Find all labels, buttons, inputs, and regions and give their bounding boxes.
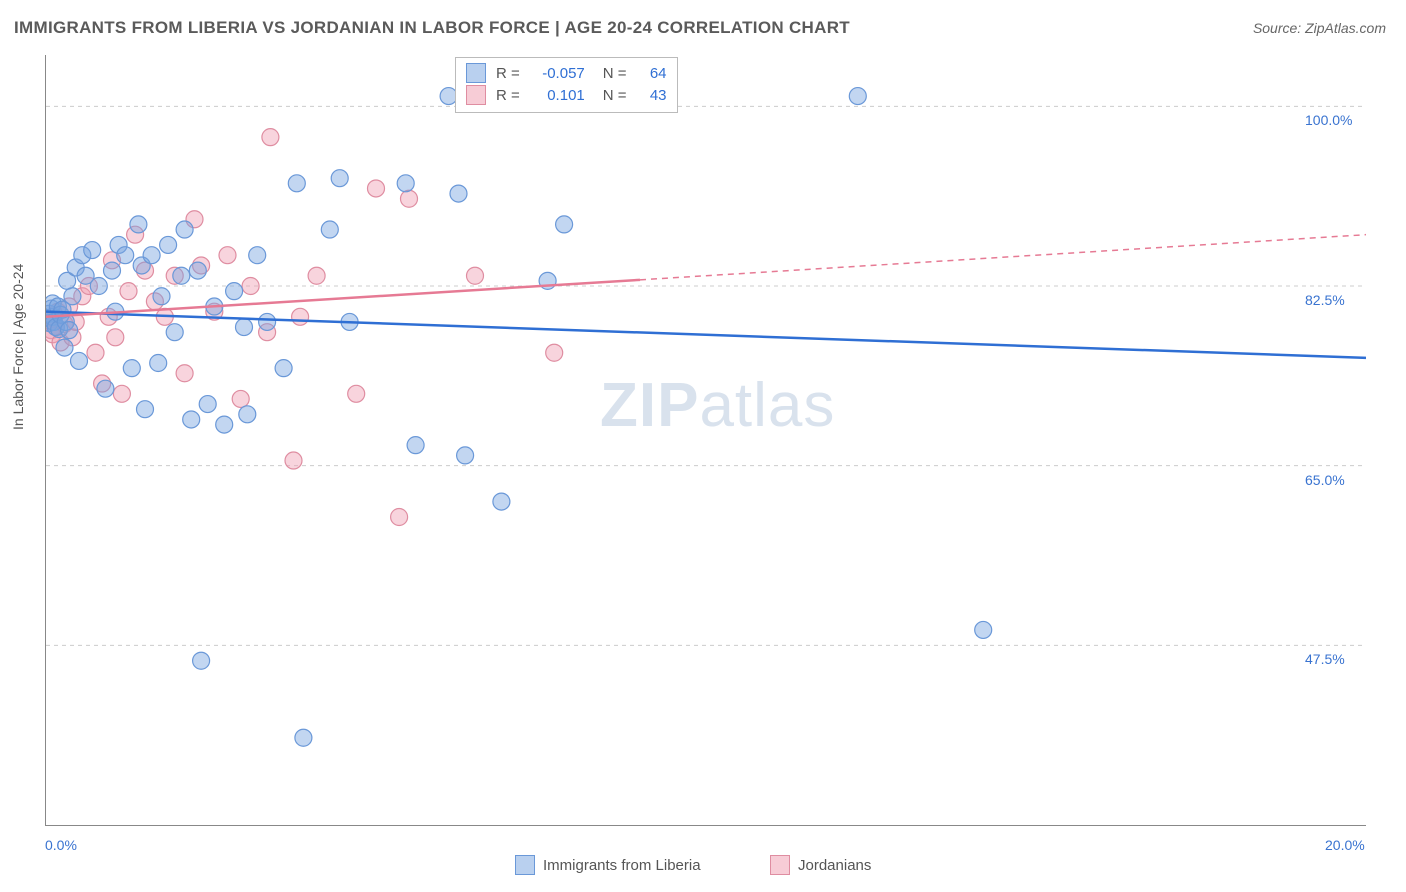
n-value-jordanian: 43: [637, 87, 667, 104]
chart-title: IMMIGRANTS FROM LIBERIA VS JORDANIAN IN …: [14, 18, 850, 38]
n-label: N =: [603, 87, 627, 104]
stats-row-jordanian: R = 0.101 N = 43: [466, 84, 667, 106]
source-label: Source: ZipAtlas.com: [1253, 20, 1386, 36]
stats-legend: R = -0.057 N = 64 R = 0.101 N = 43: [455, 57, 678, 113]
n-label: N =: [603, 65, 627, 82]
swatch-liberia: [466, 63, 486, 83]
x-tick-label: 20.0%: [1325, 837, 1365, 853]
y-tick-label: 65.0%: [1305, 472, 1345, 488]
y-tick-label: 100.0%: [1305, 112, 1352, 128]
legend-label-jordanian: Jordanians: [798, 857, 871, 874]
n-value-liberia: 64: [637, 65, 667, 82]
y-tick-label: 82.5%: [1305, 292, 1345, 308]
r-value-liberia: -0.057: [530, 65, 585, 82]
legend-jordanian: Jordanians: [770, 855, 871, 875]
scatter-plot: [45, 55, 1366, 826]
legend-liberia: Immigrants from Liberia: [515, 855, 701, 875]
x-tick-label: 0.0%: [45, 837, 77, 853]
r-value-jordanian: 0.101: [530, 87, 585, 104]
r-label: R =: [496, 87, 520, 104]
swatch-jordanian: [770, 855, 790, 875]
y-axis-label: In Labor Force | Age 20-24: [10, 264, 26, 430]
legend-label-liberia: Immigrants from Liberia: [543, 857, 701, 874]
swatch-jordanian: [466, 85, 486, 105]
stats-row-liberia: R = -0.057 N = 64: [466, 62, 667, 84]
r-label: R =: [496, 65, 520, 82]
y-tick-label: 47.5%: [1305, 651, 1345, 667]
swatch-liberia: [515, 855, 535, 875]
